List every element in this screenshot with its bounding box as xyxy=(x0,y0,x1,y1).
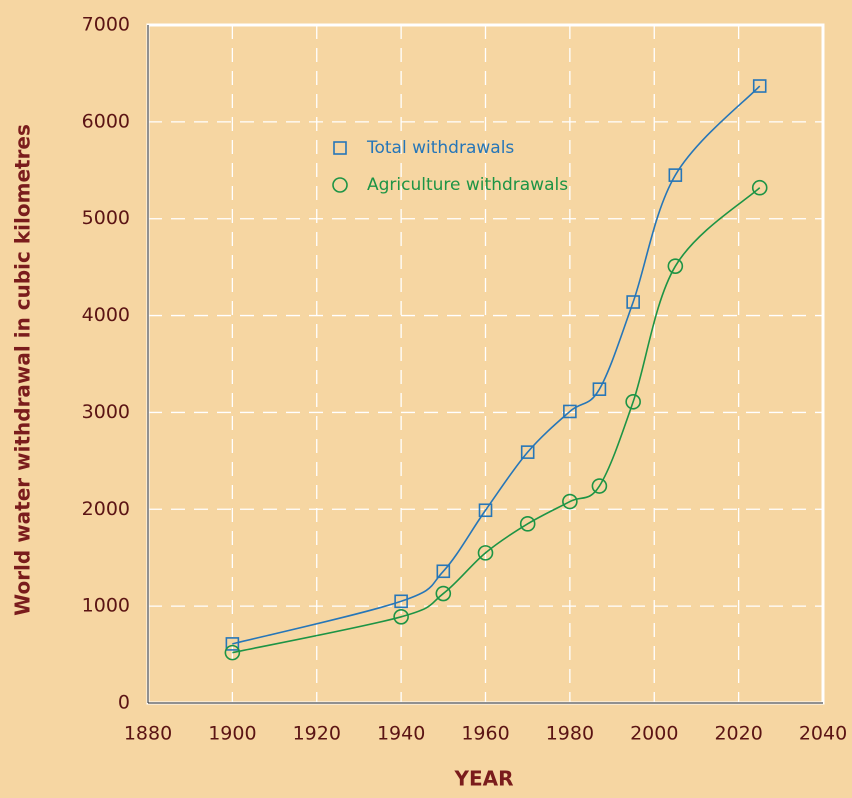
x-tick-label: 2000 xyxy=(630,723,678,745)
x-tick-label: 1900 xyxy=(208,723,256,745)
x-tick-label: 2040 xyxy=(799,723,847,745)
marker xyxy=(225,637,240,651)
marker xyxy=(563,404,577,419)
marker xyxy=(520,445,535,459)
y-axis-title: World water withdrawal in cubic kilometr… xyxy=(11,124,35,616)
marker xyxy=(626,295,640,309)
series-line xyxy=(232,187,761,654)
marker xyxy=(625,393,641,410)
y-tick-label: 7000 xyxy=(82,14,130,36)
legend-marker xyxy=(332,177,348,193)
marker xyxy=(393,608,409,625)
marker xyxy=(592,382,607,396)
marker xyxy=(667,258,684,274)
legend-label: Total withdrawals xyxy=(366,138,514,158)
marker xyxy=(591,478,608,494)
y-tick-label: 4000 xyxy=(82,304,130,326)
y-tick-label: 0 xyxy=(118,692,130,714)
legend-label: Agriculture withdrawals xyxy=(367,175,568,195)
marker xyxy=(436,564,451,579)
marker xyxy=(394,594,408,609)
x-tick-label: 1940 xyxy=(377,723,425,745)
x-axis-title: YEAR xyxy=(453,767,513,791)
x-tick-label: 1980 xyxy=(546,723,594,745)
marker xyxy=(435,585,452,602)
y-tick-label: 2000 xyxy=(82,498,130,520)
x-tick-label: 2020 xyxy=(714,723,762,745)
y-tick-label: 1000 xyxy=(82,595,130,617)
marker xyxy=(668,168,683,182)
marker xyxy=(752,79,767,93)
marker xyxy=(477,545,494,561)
series-line xyxy=(232,85,761,645)
x-tick-label: 1880 xyxy=(124,723,172,745)
x-tick-label: 1960 xyxy=(461,723,509,745)
legend-marker xyxy=(333,141,347,155)
y-tick-label: 6000 xyxy=(82,110,130,132)
marker xyxy=(224,644,241,661)
y-tick-label: 3000 xyxy=(82,401,130,423)
marker xyxy=(751,179,768,196)
x-tick-label: 1920 xyxy=(293,723,341,745)
marker xyxy=(478,503,493,518)
marker xyxy=(519,516,536,532)
marker xyxy=(562,493,578,510)
y-tick-label: 5000 xyxy=(82,207,130,229)
